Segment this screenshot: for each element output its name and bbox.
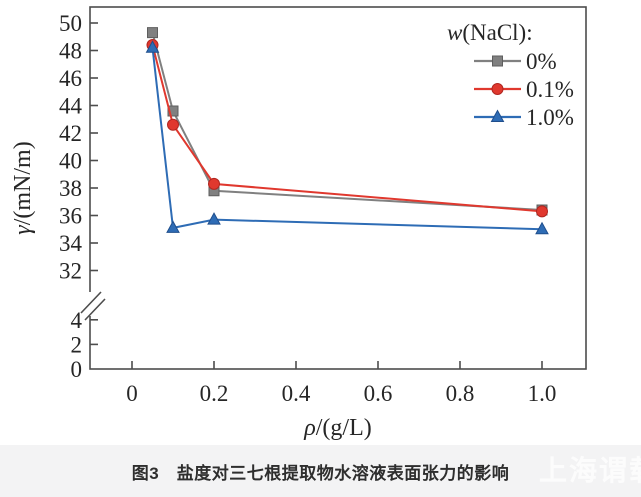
series-line-1.0% [151,47,543,231]
marker-circle [491,83,504,95]
y-tick-label: 44 [59,94,83,119]
y-tick-label: 42 [59,121,82,146]
marker-square [167,105,179,117]
y-tick-label: 48 [59,39,82,64]
x-tick-label: 0.4 [282,381,311,406]
series-line-0.1% [151,44,543,213]
marker-circle [536,205,548,218]
y-axis-label: γ/(mN/m) [10,141,36,234]
marker-square [147,27,158,39]
y-tick-label: 0 [71,357,83,382]
x-tick-label: 0.8 [446,381,475,406]
x-axis-label: ρ/(g/L) [303,415,372,441]
legend-item-label: 0.1% [526,77,574,102]
y-tick-label: 38 [59,176,82,201]
x-tick-label: 0 [126,381,138,406]
marker-square [492,55,503,67]
marker-triangle [490,109,505,122]
y-tick-label: 2 [71,332,83,357]
marker-triangle [207,212,221,225]
marker-circle [208,177,220,190]
axis-break-slash [84,298,106,321]
marker-circle [167,118,179,131]
y-tick-label: 50 [59,11,82,36]
marker-triangle [145,40,160,53]
y-tick-label: 46 [59,66,82,91]
axis-break-slash [80,291,102,314]
y-tick-label: 32 [59,259,82,284]
x-tick-label: 0.2 [200,381,229,406]
x-tick-label: 0.6 [364,381,393,406]
y-tick-label: 4 [71,308,83,333]
y-tick-label: 36 [59,204,82,229]
caption-band: 图3 盐度对三七根提取物水溶液表面张力的影响 [0,445,641,497]
y-tick-label: 40 [59,149,82,174]
figure-caption: 图3 盐度对三七根提取物水溶液表面张力的影响 [131,463,510,483]
y-tick-label: 34 [59,231,83,256]
series-line-0% [151,32,543,211]
legend-item-label: 1.0% [526,105,574,130]
marker-triangle [535,221,549,235]
marker-triangle [166,220,180,233]
watermark: 上海谓载 [538,455,641,486]
legend-item-label: 0% [526,49,557,74]
x-tick-label: 1.0 [528,381,557,406]
legend-title: w(NaCl): [447,20,533,45]
